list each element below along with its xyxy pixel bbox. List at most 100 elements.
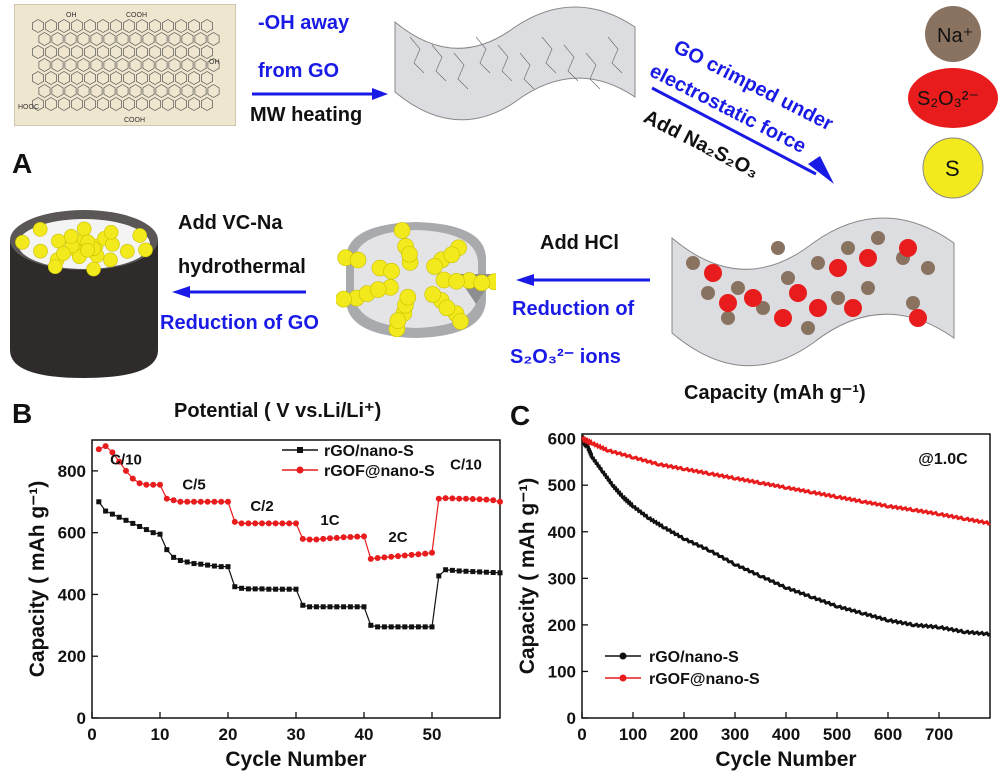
sulfur-particle bbox=[349, 251, 367, 269]
data-point bbox=[307, 604, 313, 610]
data-point bbox=[368, 622, 374, 628]
data-point bbox=[211, 563, 217, 569]
sulfur-particle bbox=[105, 237, 120, 252]
x-axis-label: Cycle Number bbox=[225, 748, 366, 771]
sulfur-particle bbox=[86, 261, 101, 277]
data-point bbox=[306, 536, 313, 543]
data-point bbox=[238, 520, 245, 527]
data-point bbox=[279, 586, 285, 592]
data-point bbox=[490, 497, 497, 504]
data-point bbox=[313, 604, 319, 610]
data-point bbox=[136, 480, 143, 487]
sulfur-particle bbox=[438, 299, 456, 317]
panel-label-c: C bbox=[510, 400, 531, 431]
data-point bbox=[401, 552, 408, 559]
y-tick-label: 400 bbox=[58, 585, 86, 604]
data-point bbox=[293, 586, 299, 592]
y-tick-label: 200 bbox=[548, 616, 576, 635]
data-point bbox=[286, 586, 292, 592]
data-point bbox=[177, 557, 183, 563]
data-point bbox=[150, 530, 156, 536]
data-point bbox=[286, 520, 293, 527]
go-func-group: COOH bbox=[124, 117, 145, 124]
go-func-group: OH bbox=[66, 12, 77, 19]
ion-legend: Na⁺ S₂O₃²⁻ S bbox=[908, 6, 998, 199]
step1-text-3: MW heating bbox=[250, 104, 363, 126]
data-point bbox=[218, 498, 225, 505]
data-point bbox=[327, 535, 333, 542]
sulfur-particle bbox=[383, 262, 400, 280]
sulfur-particle bbox=[32, 222, 48, 237]
data-point bbox=[408, 551, 415, 558]
data-point bbox=[327, 604, 333, 610]
step1-text-1: -OH away bbox=[258, 12, 350, 34]
data-point bbox=[429, 624, 435, 630]
data-point bbox=[225, 498, 231, 505]
legend-entry: rGO/nano-S bbox=[649, 649, 739, 666]
data-point bbox=[245, 586, 251, 592]
data-point bbox=[245, 520, 252, 527]
step1-text-2: from GO bbox=[258, 60, 340, 82]
full-cylinder-sulfur bbox=[10, 210, 158, 378]
data-point bbox=[320, 604, 326, 610]
s2o3-ion bbox=[899, 239, 917, 257]
data-point bbox=[442, 495, 449, 502]
data-point bbox=[95, 446, 102, 453]
series-line bbox=[98, 445, 501, 560]
step3-text-3: S₂O₃²⁻ ions bbox=[510, 346, 621, 368]
legend-marker bbox=[619, 652, 627, 660]
s2o3-ion bbox=[809, 299, 827, 317]
data-point bbox=[361, 533, 367, 540]
data-point bbox=[456, 568, 462, 574]
data-point bbox=[205, 562, 211, 568]
rate-label: 1C bbox=[320, 512, 339, 529]
x-tick-label: 30 bbox=[287, 725, 306, 744]
data-point bbox=[313, 536, 320, 543]
arrow-step4 bbox=[172, 286, 306, 298]
data-point bbox=[497, 498, 503, 505]
x-tick-label: 200 bbox=[670, 725, 698, 744]
sulfur-particle bbox=[448, 273, 465, 290]
data-point bbox=[143, 527, 149, 533]
data-point bbox=[96, 499, 102, 505]
rate-label: 2C bbox=[388, 529, 407, 546]
x-tick-label: 300 bbox=[721, 725, 749, 744]
sulfur-particle bbox=[76, 221, 92, 237]
plot-frame bbox=[581, 433, 991, 719]
series-line bbox=[580, 435, 991, 526]
s2o3-ion bbox=[844, 299, 862, 317]
panel-a: OH COOH HOOC OH COOH -OH away from GO MW… bbox=[0, 0, 1005, 404]
sulfur-particle bbox=[473, 274, 490, 292]
x-tick-label: 10 bbox=[151, 725, 170, 744]
legend-entry: rGOF@nano-S bbox=[649, 671, 760, 688]
data-point bbox=[415, 624, 421, 630]
x-tick-label: 40 bbox=[355, 725, 374, 744]
data-point bbox=[443, 567, 449, 573]
data-point bbox=[184, 498, 191, 505]
rate-label: C/2 bbox=[250, 498, 273, 515]
data-point bbox=[429, 549, 435, 556]
s2o3-ion bbox=[859, 249, 877, 267]
data-point bbox=[422, 550, 429, 557]
step4-text-1: Add VC-Na bbox=[178, 212, 283, 234]
na-ion bbox=[801, 321, 815, 335]
panel-label-b: B bbox=[12, 398, 33, 429]
chart-c: 0 100 200 300 400 500 600 700 0 100 200 300 400 500 60… bbox=[516, 430, 991, 771]
y-axis-label: Capacity ( mAh g⁻¹) bbox=[26, 481, 49, 678]
go-func-group: COOH bbox=[126, 12, 147, 19]
data-point bbox=[157, 481, 163, 488]
chart-b: 0 10 20 30 40 50 0 200 400 600 800 Cycle Number Capa… bbox=[26, 439, 503, 771]
s2o3-ion bbox=[774, 309, 792, 327]
y-tick-label: 800 bbox=[58, 462, 86, 481]
data-point bbox=[354, 533, 361, 540]
na-ion bbox=[841, 241, 855, 255]
na-ion bbox=[701, 286, 715, 300]
s2o3-ion bbox=[829, 259, 847, 277]
y-axis-label: Capacity ( mAh g⁻¹) bbox=[516, 478, 539, 675]
x-tick-label: 600 bbox=[874, 725, 902, 744]
data-point bbox=[299, 535, 306, 542]
data-point bbox=[266, 586, 272, 592]
data-point bbox=[204, 498, 211, 505]
sulfur-particle bbox=[369, 281, 387, 298]
y-tick-label: 600 bbox=[548, 430, 576, 449]
